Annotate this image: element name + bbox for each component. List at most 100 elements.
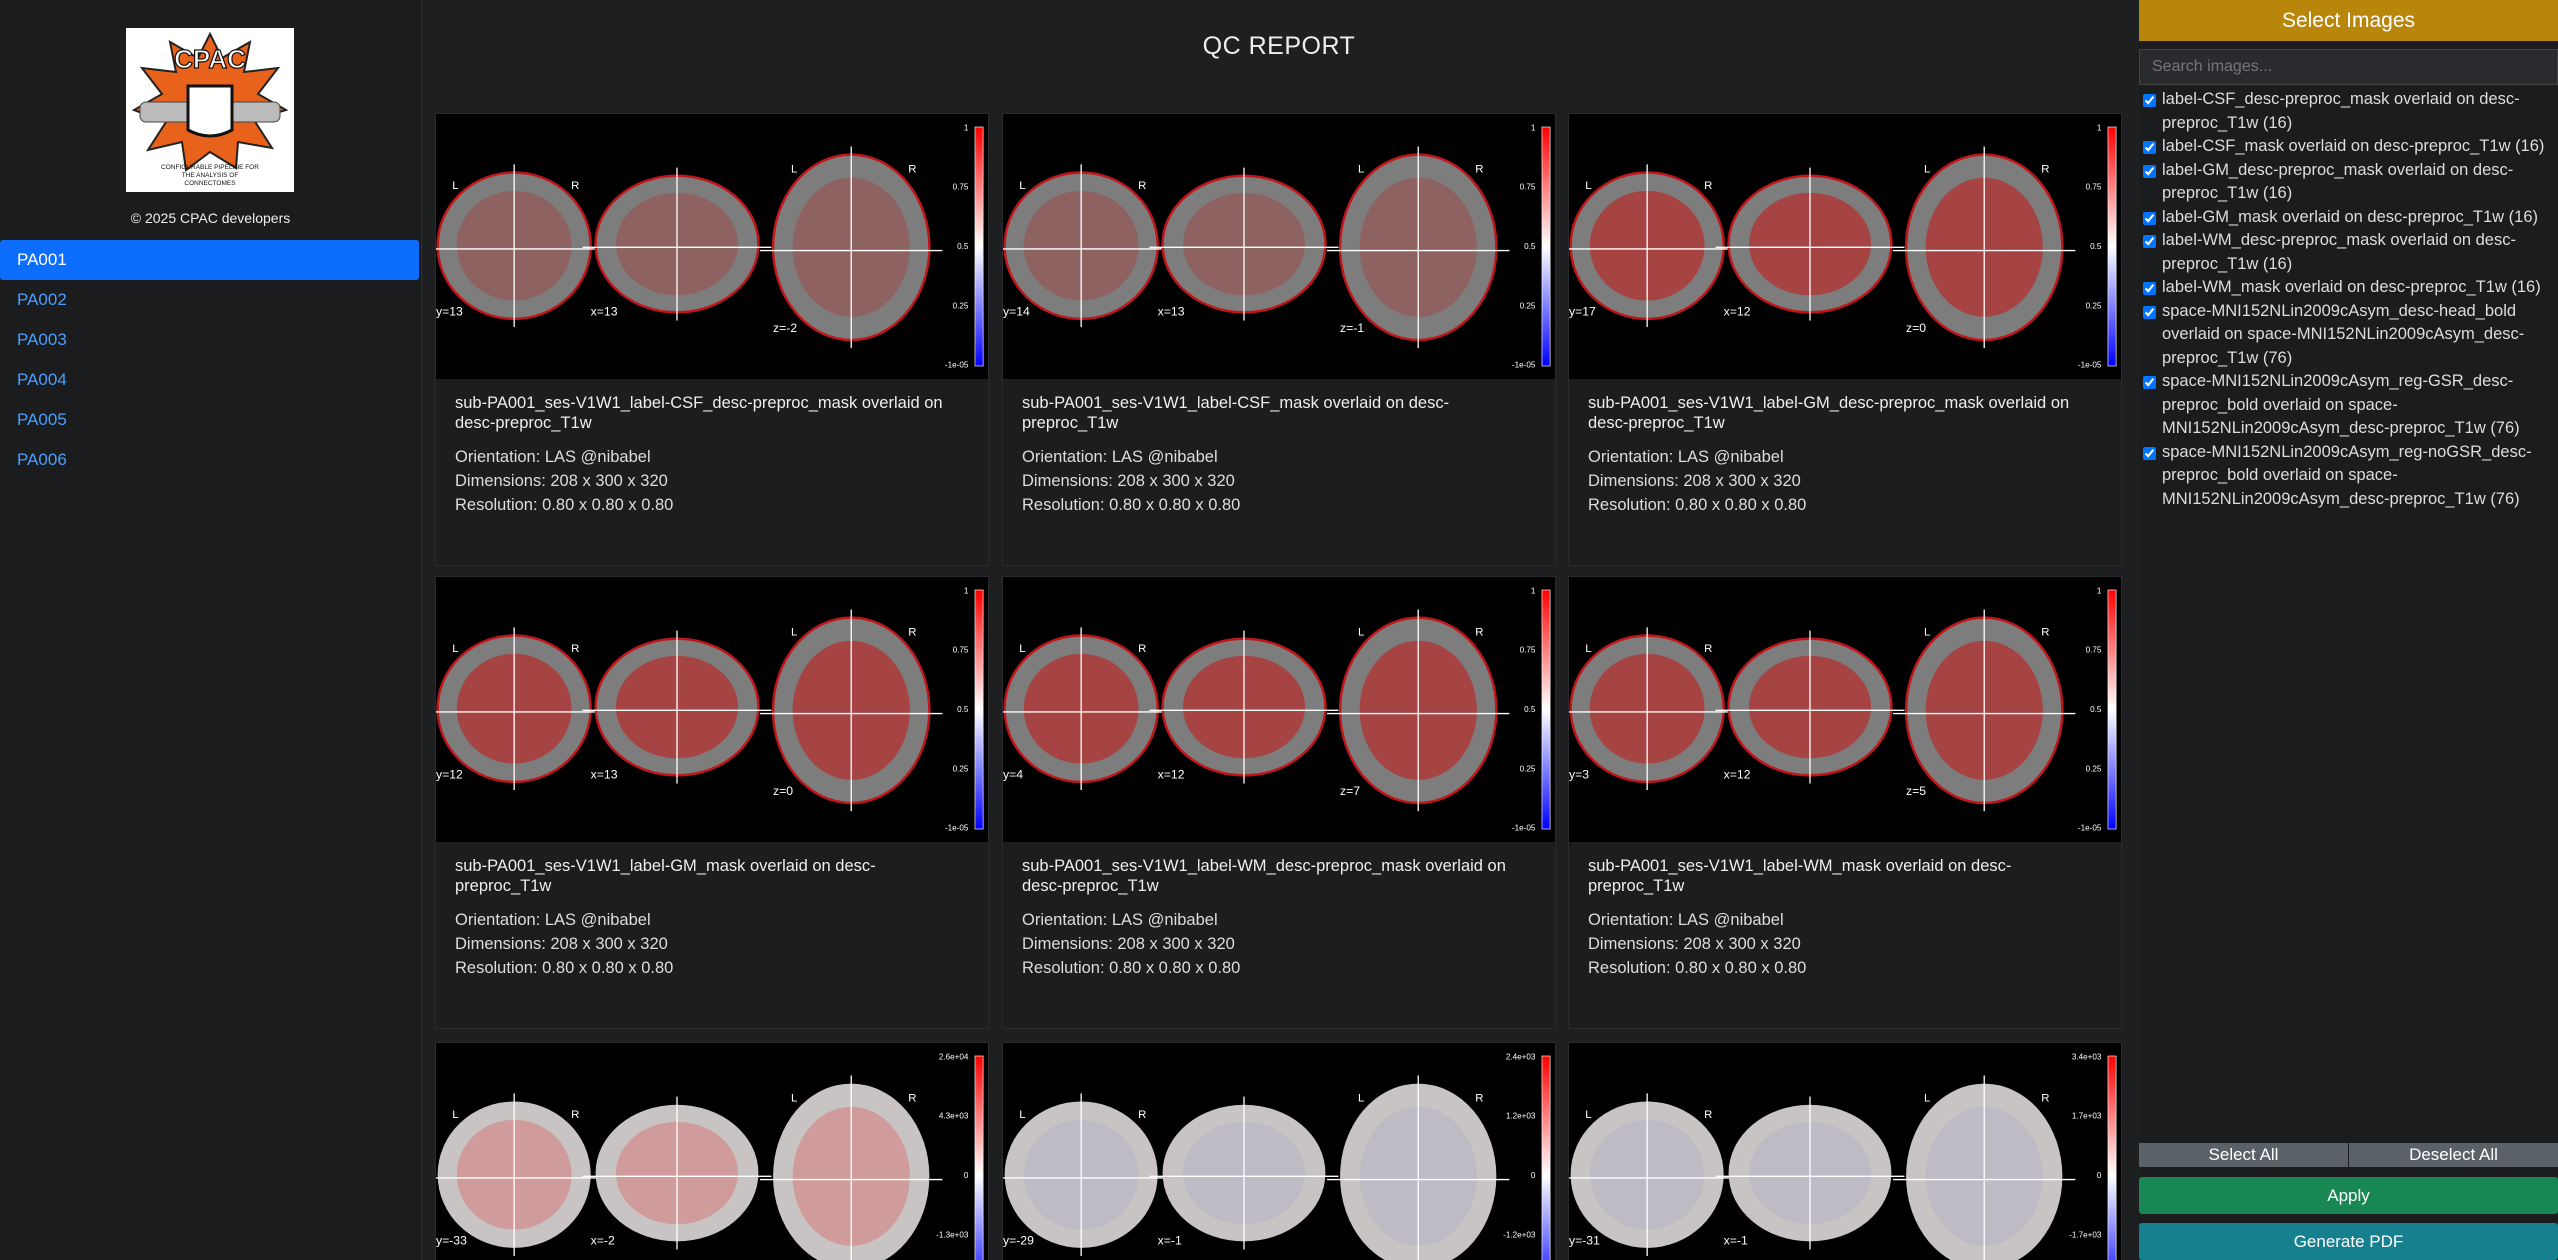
image-checkbox[interactable]: [2143, 235, 2156, 248]
image-checkbox[interactable]: [2143, 211, 2156, 225]
image-option[interactable]: label-WM_mask overlaid on desc-preproc_T…: [2139, 276, 2554, 300]
colorbar-tick-label: 1: [2097, 123, 2102, 132]
colorbar-tick-label: 0.5: [2090, 242, 2102, 251]
colorbar: [2107, 1055, 2117, 1260]
brain-image: L R L Ry=13 x=13 z=-2 1 0.75 0.5 0.25 -1e-05: [436, 114, 988, 379]
select-all-button[interactable]: Select All: [2139, 1143, 2348, 1167]
image-option[interactable]: label-CSF_mask overlaid on desc-preproc_…: [2139, 135, 2554, 159]
colorbar: [974, 1055, 984, 1260]
image-checkbox[interactable]: [2143, 376, 2156, 389]
image-checkbox[interactable]: [2143, 141, 2156, 154]
orientation-label: R: [1138, 1109, 1146, 1121]
search-input[interactable]: [2139, 49, 2558, 85]
card-detail: Resolution: 0.80 x 0.80 x 0.80: [455, 959, 674, 977]
orientation-label: R: [2041, 627, 2049, 639]
image-option[interactable]: label-WM_desc-preproc_mask overlaid on d…: [2139, 229, 2554, 276]
colorbar-tick-label: 2.6e+04: [939, 1052, 969, 1061]
colorbar-tick-label: -1e-05: [1512, 824, 1536, 833]
slice-label: x=-1: [1724, 1234, 1748, 1248]
colorbar-tick-label: 0.5: [2090, 705, 2102, 714]
image-checkbox[interactable]: [2143, 282, 2156, 295]
orientation-label: L: [452, 1109, 458, 1121]
brain-image: L R L Ry=14 x=13 z=-1 1 0.75 0.5 0.25 -1e-05: [1003, 114, 1555, 379]
colorbar-tick-label: 1: [2097, 586, 2102, 595]
image-option[interactable]: label-CSF_desc-preproc_mask overlaid on …: [2139, 88, 2554, 135]
orientation-label: R: [1138, 643, 1146, 655]
colorbar-tick-label: 1: [1531, 586, 1536, 595]
image-checkbox[interactable]: [2143, 94, 2156, 107]
slice-label: y=3: [1569, 768, 1589, 782]
orientation-label: L: [1019, 180, 1025, 192]
subject-link[interactable]: PA006: [17, 450, 67, 469]
colorbar-tick-label: -1e-05: [945, 361, 969, 370]
orientation-label: L: [1358, 1093, 1364, 1105]
colorbar-tick-label: -1e-05: [1512, 361, 1536, 370]
image-option[interactable]: space-MNI152NLin2009cAsym_desc-head_bold…: [2139, 300, 2554, 371]
colorbar-tick-label: 0.75: [2086, 646, 2102, 655]
image-option-label: space-MNI152NLin2009cAsym_reg-GSR_desc-p…: [2162, 372, 2520, 437]
slice-label: x=-1: [1158, 1234, 1182, 1248]
card-caption: sub-PA001_ses-V1W1_label-GM_mask overlai…: [436, 842, 988, 994]
subject-link[interactable]: PA004: [17, 370, 67, 389]
deselect-all-button[interactable]: Deselect All: [2349, 1143, 2558, 1167]
subject-nav: PA001 PA002 PA003 PA004 PA005 PA006: [0, 240, 419, 480]
apply-button[interactable]: Apply: [2139, 1177, 2558, 1214]
card-title: sub-PA001_ses-V1W1_label-GM_desc-preproc…: [1588, 394, 2070, 432]
colorbar-tick-label: 0.5: [957, 705, 969, 714]
colorbar-tick-label: 0.25: [953, 301, 969, 310]
image-option[interactable]: space-MNI152NLin2009cAsym_reg-GSR_desc-p…: [2139, 370, 2554, 441]
image-checkbox[interactable]: [2143, 446, 2156, 460]
card-caption: sub-PA001_ses-V1W1_label-CSF_mask overla…: [1003, 379, 1555, 531]
brain-image: L R L Ry=-31 x=-1 3.4e+03 1.7e+03 0 -1.7e+03: [1569, 1043, 2121, 1260]
image-option[interactable]: label-GM_mask overlaid on desc-preproc_T…: [2139, 206, 2554, 230]
card-caption: sub-PA001_ses-V1W1_label-GM_desc-preproc…: [1569, 379, 2121, 531]
brain-image: L R L Ry=12 x=13 z=0 1 0.75 0.5 0.25 -1e-05: [436, 577, 988, 842]
slice-label: z=0: [1906, 321, 1926, 335]
colorbar-tick-label: 0.75: [2086, 183, 2102, 192]
subject-link[interactable]: PA003: [17, 330, 67, 349]
slice-label: z=0: [773, 784, 793, 798]
card-detail: Orientation: LAS @nibabel: [1588, 911, 1784, 929]
image-option[interactable]: space-MNI152NLin2009cAsym_reg-noGSR_desc…: [2139, 441, 2554, 512]
card-detail: Orientation: LAS @nibabel: [1022, 911, 1218, 929]
colorbar-tick-label: 0.25: [1520, 301, 1536, 310]
colorbar-tick-label: 0.25: [2086, 301, 2102, 310]
subject-link[interactable]: PA005: [17, 410, 67, 429]
orientation-label: R: [571, 180, 579, 192]
logo-fist: [186, 84, 234, 138]
card-title: sub-PA001_ses-V1W1_label-CSF_desc-prepro…: [455, 394, 943, 432]
slice-label: y=13: [436, 305, 463, 319]
subject-link[interactable]: PA001: [0, 240, 419, 280]
orientation-label: R: [2041, 164, 2049, 176]
card-detail: Resolution: 0.80 x 0.80 x 0.80: [1588, 496, 1807, 514]
image-option-label: label-GM_mask overlaid on desc-preproc_T…: [2162, 207, 2538, 226]
subject-link[interactable]: PA002: [17, 290, 67, 309]
colorbar-tick-label: 0.5: [957, 242, 969, 251]
slice-label: x=12: [1724, 305, 1751, 319]
image-checkbox[interactable]: [2143, 305, 2156, 319]
card-detail: Orientation: LAS @nibabel: [1588, 448, 1784, 466]
colorbar-tick-label: 0: [2097, 1171, 2102, 1180]
card-detail: Dimensions: 208 x 300 x 320: [1022, 472, 1235, 490]
slice-label: x=12: [1158, 768, 1185, 782]
colorbar-tick-label: -1.2e+03: [1503, 1230, 1536, 1239]
orientation-label: L: [1019, 1109, 1025, 1121]
card-detail: Dimensions: 208 x 300 x 320: [1588, 935, 1801, 953]
slice-label: x=13: [1158, 305, 1185, 319]
image-checkbox[interactable]: [2143, 164, 2156, 178]
colorbar-tick-label: 3.4e+03: [2072, 1052, 2102, 1061]
logo-title: CPAC: [174, 44, 246, 74]
generate-pdf-button[interactable]: Generate PDF: [2139, 1223, 2558, 1260]
card-title: sub-PA001_ses-V1W1_label-GM_mask overlai…: [455, 857, 876, 895]
image-option[interactable]: label-GM_desc-preproc_mask overlaid on d…: [2139, 159, 2554, 206]
orientation-label: R: [1475, 627, 1483, 639]
orientation-label: L: [1358, 164, 1364, 176]
slice-label: y=-31: [1569, 1234, 1600, 1248]
logo-subtitle: CONFIGURABLE PIPELINE FOR THE ANALYSIS O…: [161, 164, 259, 187]
colorbar-tick-label: 1.7e+03: [2072, 1112, 2102, 1121]
